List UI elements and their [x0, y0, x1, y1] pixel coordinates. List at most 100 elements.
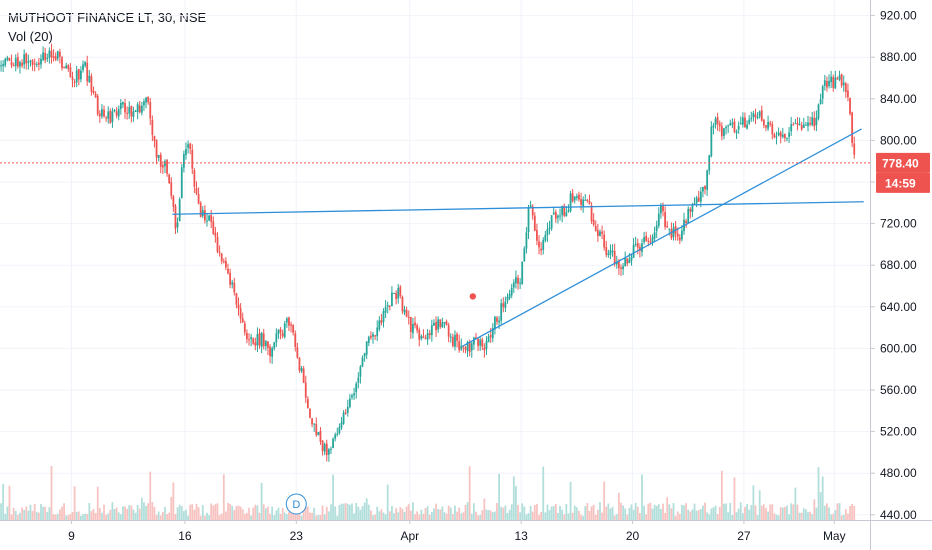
candle-body: [475, 337, 477, 339]
volume-bar: [107, 513, 110, 520]
volume-bar: [388, 511, 391, 520]
volume-bar: [231, 505, 234, 520]
candle-body: [178, 199, 181, 222]
volume-bar: [361, 506, 364, 520]
volume-bar: [638, 513, 641, 520]
volume-bar: [500, 506, 503, 520]
volume-bar: [178, 504, 181, 520]
candle-body: [557, 215, 559, 218]
volume-indicator-label[interactable]: Vol (20): [8, 29, 53, 44]
candle-body: [136, 104, 139, 113]
volume-bar: [292, 508, 295, 520]
trendline[interactable]: [462, 128, 862, 347]
volume-bar: [554, 503, 557, 520]
volume-bar: [273, 515, 276, 520]
candle-body: [451, 336, 454, 346]
volume-bar: [725, 503, 727, 520]
candle-body: [397, 288, 400, 299]
candle-body: [737, 125, 740, 130]
volume-bar: [395, 508, 398, 520]
volume-bar: [477, 515, 479, 520]
candle-body: [723, 128, 725, 137]
volume-bar: [294, 514, 297, 520]
candle-body: [470, 343, 473, 351]
volume-bar: [569, 481, 572, 520]
volume-bar: [122, 506, 124, 520]
volume-bar: [615, 514, 618, 520]
candle-body: [25, 53, 28, 64]
y-tick-label: 600.00: [880, 341, 917, 355]
volume-bar: [596, 509, 599, 520]
volume-bar: [285, 514, 288, 520]
volume-bar: [706, 512, 709, 520]
candle-body: [481, 339, 484, 347]
candle-body: [422, 336, 425, 338]
volume-bar: [681, 504, 683, 520]
candle-body: [193, 170, 196, 187]
volume-bar: [8, 485, 11, 520]
candle-body: [313, 423, 316, 425]
volume-bar: [327, 511, 330, 520]
volume-bar: [134, 512, 137, 520]
volume-bar: [363, 502, 366, 520]
candle-body: [168, 174, 171, 184]
volume-bar: [111, 502, 114, 520]
candle-body: [409, 317, 412, 332]
candle-body: [821, 86, 824, 99]
trendline[interactable]: [172, 201, 864, 215]
candle-body: [267, 341, 269, 348]
y-tick-label: 800.00: [880, 133, 917, 147]
volume-bar: [649, 502, 652, 520]
candle-body: [157, 155, 160, 158]
volume-bar: [218, 515, 221, 520]
volume-bar: [397, 512, 400, 520]
volume-bar: [21, 507, 23, 520]
volume-bar: [746, 504, 748, 520]
volume-bar: [33, 504, 36, 520]
candle-body: [641, 243, 643, 252]
volume-bar: [704, 502, 706, 520]
volume-bar: [271, 506, 274, 520]
volume-bar: [592, 504, 595, 520]
volume-bar: [540, 511, 543, 520]
candle-body: [277, 330, 280, 335]
candle-body: [0, 65, 2, 67]
candle-body: [176, 222, 179, 228]
dividend-event-marker[interactable]: [285, 493, 307, 515]
candle-body: [374, 335, 377, 337]
candle-body: [327, 449, 330, 455]
volume-bar: [386, 484, 389, 520]
chart-legend: MUTHOOT FINANCE LT, 30, NSE Vol (20): [8, 8, 206, 46]
candle-body: [750, 117, 753, 120]
volume-bar: [277, 507, 280, 520]
volume-bar: [441, 506, 444, 520]
grid: [0, 0, 870, 520]
candle-body: [298, 357, 301, 371]
candle-body: [756, 116, 759, 118]
volume-bar: [813, 499, 816, 520]
candle-body: [783, 134, 786, 138]
candle-body: [666, 225, 669, 228]
volume-bar: [819, 492, 822, 520]
candle-body: [729, 123, 732, 126]
candle-body: [653, 232, 656, 239]
candle-body: [334, 434, 337, 439]
candle-body: [842, 82, 845, 86]
volume-bar: [157, 511, 160, 520]
volume-bar: [414, 514, 416, 520]
trendlines[interactable]: [172, 128, 864, 347]
volume-bar: [466, 502, 469, 520]
candle-body: [609, 250, 612, 255]
volume-bar: [143, 502, 145, 520]
chart-title[interactable]: MUTHOOT FINANCE LT, 30, NSE: [8, 10, 207, 25]
candle-body: [285, 318, 288, 323]
candle-body: [86, 62, 89, 82]
candle-body: [697, 197, 700, 202]
candle-body: [426, 333, 429, 340]
candle-body: [12, 65, 15, 67]
candle-body: [447, 325, 450, 337]
volume-bar: [550, 506, 553, 520]
volume-bar: [666, 497, 669, 520]
candle-body: [227, 268, 229, 274]
